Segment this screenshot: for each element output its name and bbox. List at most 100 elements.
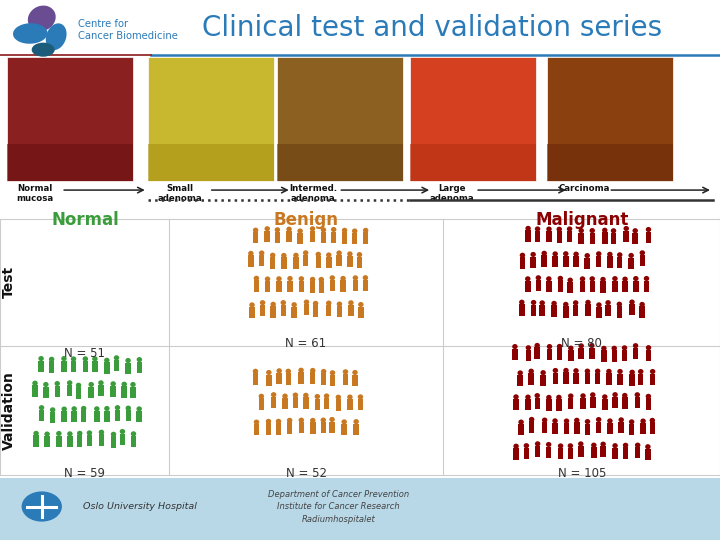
- Ellipse shape: [89, 382, 94, 387]
- Ellipse shape: [513, 443, 519, 449]
- Ellipse shape: [253, 420, 259, 424]
- Ellipse shape: [343, 369, 348, 374]
- Bar: [99, 434, 104, 446]
- Ellipse shape: [520, 253, 525, 258]
- Bar: [523, 448, 529, 459]
- Text: Small
adenoma: Small adenoma: [158, 184, 202, 203]
- Bar: [76, 387, 81, 399]
- Bar: [131, 436, 136, 447]
- Bar: [410, 144, 536, 181]
- Bar: [546, 349, 552, 360]
- Bar: [596, 256, 601, 267]
- Ellipse shape: [629, 419, 634, 424]
- Ellipse shape: [580, 276, 585, 281]
- Ellipse shape: [292, 302, 297, 307]
- Ellipse shape: [523, 443, 529, 448]
- Ellipse shape: [253, 227, 258, 233]
- Bar: [600, 281, 606, 293]
- Ellipse shape: [568, 394, 574, 399]
- Ellipse shape: [525, 395, 531, 400]
- Ellipse shape: [337, 301, 342, 307]
- Bar: [304, 304, 310, 315]
- Ellipse shape: [646, 394, 651, 399]
- Bar: [535, 231, 540, 242]
- Bar: [281, 258, 287, 269]
- Bar: [542, 422, 547, 434]
- Bar: [326, 257, 331, 268]
- Bar: [342, 232, 347, 244]
- Ellipse shape: [287, 418, 292, 423]
- Bar: [557, 280, 563, 292]
- Ellipse shape: [358, 302, 364, 307]
- Bar: [513, 448, 519, 460]
- Ellipse shape: [607, 252, 613, 257]
- Ellipse shape: [557, 344, 562, 349]
- Bar: [45, 436, 50, 448]
- Bar: [83, 361, 88, 372]
- Text: Intermed.
adenoma: Intermed. adenoma: [289, 184, 337, 203]
- Bar: [602, 232, 608, 244]
- Ellipse shape: [342, 228, 347, 233]
- Ellipse shape: [535, 226, 540, 232]
- Ellipse shape: [320, 417, 326, 423]
- Ellipse shape: [271, 302, 276, 307]
- Ellipse shape: [629, 370, 635, 375]
- Bar: [547, 57, 673, 181]
- Ellipse shape: [590, 228, 595, 233]
- Bar: [253, 424, 259, 435]
- Bar: [617, 257, 623, 268]
- Bar: [558, 448, 563, 459]
- Bar: [578, 446, 583, 457]
- Ellipse shape: [546, 226, 552, 232]
- Ellipse shape: [287, 276, 293, 281]
- Ellipse shape: [633, 276, 639, 281]
- Bar: [541, 375, 546, 386]
- Bar: [320, 422, 326, 434]
- Ellipse shape: [633, 343, 639, 348]
- Ellipse shape: [639, 302, 645, 307]
- Ellipse shape: [354, 419, 359, 424]
- Bar: [363, 280, 368, 291]
- Ellipse shape: [315, 252, 321, 257]
- Ellipse shape: [330, 275, 335, 280]
- Bar: [528, 373, 534, 384]
- Ellipse shape: [612, 276, 618, 281]
- Ellipse shape: [567, 443, 573, 448]
- Ellipse shape: [611, 228, 616, 233]
- Bar: [56, 436, 62, 447]
- Bar: [341, 280, 346, 292]
- Ellipse shape: [286, 369, 291, 374]
- Ellipse shape: [49, 357, 54, 362]
- Bar: [303, 397, 309, 409]
- Bar: [276, 373, 282, 384]
- Ellipse shape: [363, 228, 369, 233]
- Text: Normal
mucosa: Normal mucosa: [16, 184, 53, 203]
- Bar: [282, 398, 288, 409]
- Bar: [606, 305, 611, 316]
- Ellipse shape: [526, 226, 531, 231]
- Bar: [329, 422, 335, 433]
- Ellipse shape: [617, 252, 623, 258]
- Bar: [622, 281, 628, 293]
- Bar: [114, 360, 120, 371]
- Bar: [580, 398, 586, 409]
- Bar: [596, 422, 601, 433]
- Ellipse shape: [552, 301, 557, 306]
- Ellipse shape: [558, 443, 563, 449]
- Bar: [644, 281, 649, 292]
- Bar: [293, 257, 299, 268]
- Bar: [61, 361, 67, 372]
- Bar: [7, 144, 133, 181]
- Ellipse shape: [650, 369, 655, 374]
- Bar: [248, 255, 253, 267]
- Bar: [590, 281, 595, 292]
- Ellipse shape: [61, 407, 67, 411]
- Ellipse shape: [99, 430, 104, 435]
- Bar: [629, 258, 634, 269]
- Bar: [624, 231, 629, 242]
- Ellipse shape: [519, 300, 525, 305]
- Bar: [590, 397, 595, 408]
- Ellipse shape: [356, 252, 362, 257]
- Ellipse shape: [574, 417, 580, 423]
- Bar: [534, 397, 540, 409]
